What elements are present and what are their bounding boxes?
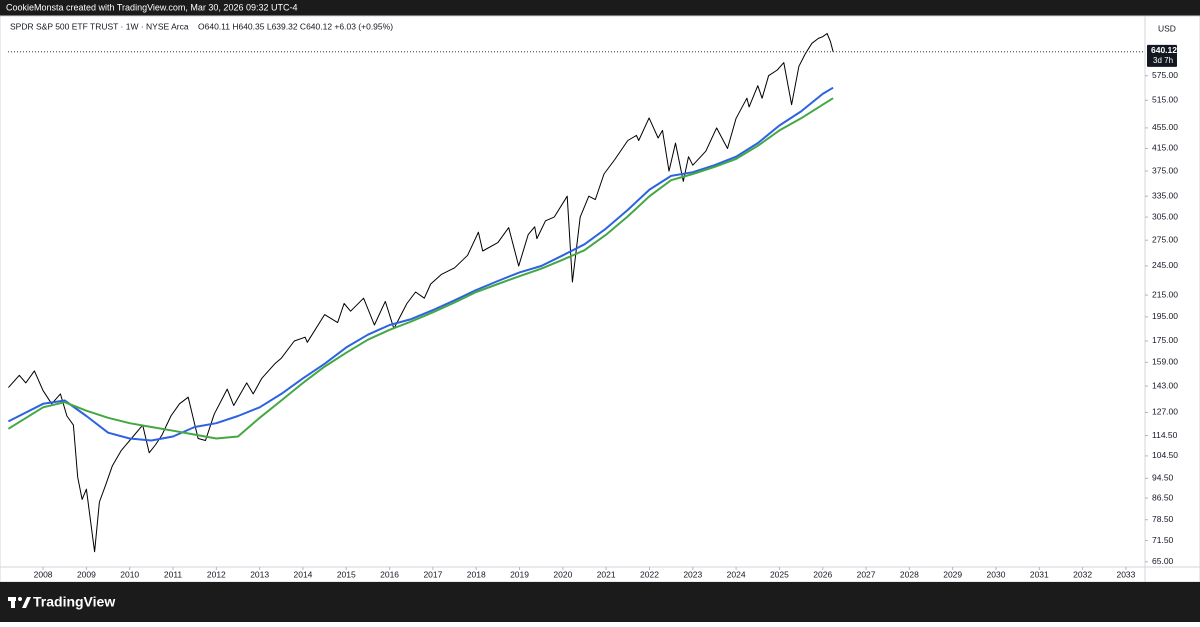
x-tick-label: 2031: [1030, 569, 1049, 579]
price-line: [7, 97, 834, 440]
x-tick-label: 2017: [423, 569, 442, 579]
y-tick-label: 245.00: [1152, 260, 1178, 270]
y-tick-label: 104.50: [1152, 450, 1178, 460]
y-tick-label: 275.00: [1152, 234, 1178, 244]
logo-part: [22, 597, 31, 608]
y-tick-label: 65.00: [1152, 556, 1174, 566]
y-tick-label: 375.00: [1152, 165, 1178, 175]
countdown: 3d 7h: [1153, 56, 1173, 65]
y-tick-label: 143.00: [1152, 380, 1178, 390]
price-line: [8, 33, 834, 553]
x-tick-label: 2021: [597, 569, 616, 579]
brand-name: TradingView: [33, 594, 115, 610]
x-tick-label: 2016: [380, 569, 399, 579]
x-tick-label: 2023: [683, 569, 702, 579]
x-tick-label: 2011: [164, 569, 183, 579]
y-tick-label: 159.00: [1152, 357, 1178, 367]
x-tick-label: 2015: [337, 569, 356, 579]
y-tick-label: 127.00: [1152, 407, 1178, 417]
logo-part: [11, 597, 15, 608]
x-tick-label: 2025: [770, 569, 789, 579]
y-tick-label: 305.00: [1152, 211, 1178, 221]
last-price-box: [1147, 44, 1177, 67]
attribution: CookieMonsta created with TradingView.co…: [6, 2, 297, 12]
last-price-label: 640.12: [1151, 45, 1177, 55]
x-tick-label: 2009: [77, 569, 96, 579]
x-tick-label: 2012: [207, 569, 226, 579]
x-tick-label: 2019: [510, 569, 529, 579]
y-tick-label: 71.50: [1152, 535, 1174, 545]
y-tick-label: 94.50: [1152, 473, 1174, 483]
x-tick-label: 2013: [250, 569, 269, 579]
x-tick-label: 2018: [467, 569, 486, 579]
x-tick-label: 2029: [943, 569, 962, 579]
x-tick-label: 2027: [857, 569, 876, 579]
x-tick-label: 2010: [120, 569, 139, 579]
y-tick-label: 195.00: [1152, 311, 1178, 321]
x-tick-label: 2033: [1116, 569, 1135, 579]
x-tick-label: 2014: [294, 569, 313, 579]
y-tick-label: 455.00: [1152, 122, 1178, 132]
symbol-title: SPDR S&P 500 ETF TRUST · 1W · NYSE Arca: [10, 21, 189, 31]
top-bar: [0, 0, 1200, 16]
y-tick-label: 215.00: [1152, 289, 1178, 299]
ohlc-label: O640.11 H640.35 L639.32 C640.12 +6.03 (+…: [198, 21, 393, 31]
x-tick-label: 2032: [1073, 569, 1092, 579]
x-tick-label: 2026: [813, 569, 832, 579]
y-tick-label: 114.50: [1152, 430, 1178, 440]
chart-frame: [0, 15, 1200, 583]
price-line: [7, 86, 834, 442]
x-tick-label: 2008: [34, 569, 53, 579]
y-tick-label: 575.00: [1152, 70, 1178, 80]
y-tick-label: 78.50: [1152, 514, 1174, 524]
currency: USD: [1158, 23, 1176, 33]
x-tick-label: 2030: [987, 569, 1006, 579]
brand-logo: [8, 597, 31, 608]
y-tick-label: 86.50: [1152, 492, 1174, 502]
logo-part: [18, 597, 22, 601]
x-tick-label: 2024: [727, 569, 746, 579]
footer: [0, 582, 1200, 622]
y-tick-label: 175.00: [1152, 335, 1178, 345]
x-tick-label: 2028: [900, 569, 919, 579]
x-tick-label: 2022: [640, 569, 659, 579]
y-tick-label: 335.00: [1152, 190, 1178, 200]
y-tick-label: 515.00: [1152, 95, 1178, 105]
x-tick-label: 2020: [553, 569, 572, 579]
y-tick-label: 415.00: [1152, 143, 1178, 153]
